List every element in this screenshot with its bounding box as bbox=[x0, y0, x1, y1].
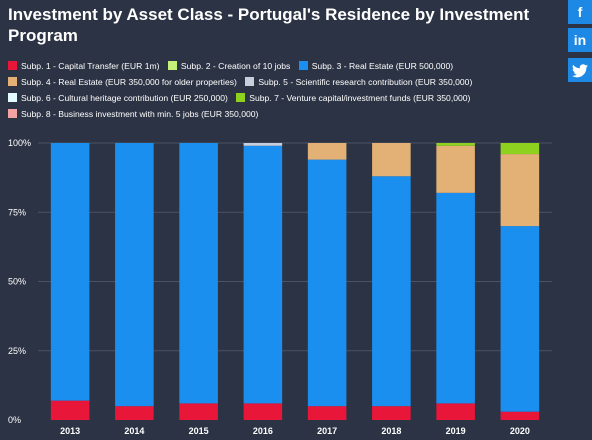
x-tick-label: 2014 bbox=[124, 426, 144, 436]
bar-segment bbox=[179, 403, 218, 420]
x-tick-label: 2019 bbox=[446, 426, 466, 436]
y-tick-label: 25% bbox=[8, 346, 26, 356]
legend-swatch bbox=[8, 60, 17, 70]
chart-title: Investment by Asset Class - Portugal's R… bbox=[8, 5, 530, 45]
bar-segment bbox=[50, 143, 90, 401]
bar-segment bbox=[372, 176, 411, 407]
facebook-icon: f bbox=[577, 4, 583, 20]
bar-segment bbox=[243, 145, 283, 404]
y-tick-label: 0% bbox=[8, 415, 21, 425]
twitter-icon bbox=[572, 62, 588, 78]
x-axis-ticks: 2013 2014 2015 2016 2017 2018 2019 2020 bbox=[60, 426, 530, 436]
legend-label: Subp. 4 - Real Estate (EUR 350,000 for o… bbox=[21, 76, 237, 87]
legend-swatch bbox=[245, 76, 255, 86]
bar-segment bbox=[115, 406, 154, 420]
x-tick-label: 2013 bbox=[60, 426, 80, 436]
legend-item[interactable]: Subp. 6 - Cultural heritage contribution… bbox=[8, 92, 228, 104]
legend-item[interactable]: Subp. 4 - Real Estate (EUR 350,000 for o… bbox=[8, 76, 237, 88]
legend-item[interactable]: Subp. 2 - Creation of 10 jobs bbox=[167, 60, 291, 72]
legend-swatch bbox=[8, 108, 17, 118]
chart-legend: Subp. 1 - Capital Transfer (EUR 1m) Subp… bbox=[8, 59, 568, 123]
bar-segment bbox=[436, 145, 475, 193]
bar-segment bbox=[436, 403, 475, 420]
bar-segment bbox=[115, 143, 154, 407]
bar-segment bbox=[436, 192, 475, 404]
bars bbox=[50, 143, 540, 420]
facebook-share-button[interactable]: f bbox=[568, 0, 592, 24]
bar-segment bbox=[307, 143, 347, 160]
legend-label: Subp. 3 - Real Estate (EUR 500,000) bbox=[311, 60, 454, 71]
bar-segment bbox=[500, 154, 540, 227]
legend-item[interactable]: Subp. 7 - Venture capital/investment fun… bbox=[236, 92, 470, 104]
x-tick-label: 2016 bbox=[253, 426, 273, 436]
legend-label: Subp. 7 - Venture capital/investment fun… bbox=[249, 92, 471, 103]
bar-segment bbox=[500, 226, 540, 412]
y-tick-label: 75% bbox=[8, 207, 26, 217]
legend-item[interactable]: Subp. 5 - Scientific research contributi… bbox=[245, 76, 472, 88]
legend-swatch bbox=[298, 60, 308, 70]
legend-swatch bbox=[8, 76, 17, 86]
bar-segment bbox=[436, 143, 475, 146]
linkedin-icon: in bbox=[573, 32, 587, 48]
x-tick-label: 2018 bbox=[381, 426, 401, 436]
legend-swatch bbox=[236, 92, 246, 102]
bar-segment bbox=[50, 400, 90, 420]
bar-segment bbox=[243, 143, 283, 146]
legend-swatch bbox=[8, 92, 17, 102]
bar-segment bbox=[500, 143, 540, 155]
x-tick-label: 2017 bbox=[317, 426, 337, 436]
bar-segment bbox=[372, 143, 411, 177]
legend-label: Subp. 2 - Creation of 10 jobs bbox=[180, 60, 291, 71]
legend-swatch bbox=[167, 60, 177, 70]
linkedin-share-button[interactable]: in bbox=[568, 28, 592, 52]
legend-item[interactable]: Subp. 1 - Capital Transfer (EUR 1m) bbox=[8, 60, 160, 72]
bar-segment bbox=[307, 406, 347, 420]
twitter-share-button[interactable] bbox=[568, 58, 592, 82]
legend-item[interactable]: Subp. 8 - Business investment with min. … bbox=[8, 108, 258, 120]
y-tick-label: 100% bbox=[8, 138, 31, 148]
x-tick-label: 2015 bbox=[189, 426, 209, 436]
legend-label: Subp. 6 - Cultural heritage contribution… bbox=[21, 92, 228, 103]
y-tick-label: 50% bbox=[8, 277, 26, 287]
bar-segment bbox=[243, 403, 283, 420]
x-tick-label: 2020 bbox=[510, 426, 530, 436]
bar-segment bbox=[372, 406, 411, 420]
legend-label: Subp. 8 - Business investment with min. … bbox=[21, 108, 259, 119]
legend-item[interactable]: Subp. 3 - Real Estate (EUR 500,000) bbox=[298, 60, 454, 72]
bar-segment bbox=[307, 159, 347, 407]
legend-label: Subp. 5 - Scientific research contributi… bbox=[258, 76, 473, 87]
y-axis-ticks: 100% 75% 50% 25% 0% bbox=[8, 138, 31, 425]
bar-segment bbox=[179, 143, 218, 404]
legend-label: Subp. 1 - Capital Transfer (EUR 1m) bbox=[21, 60, 160, 71]
bar-segment bbox=[500, 411, 540, 420]
